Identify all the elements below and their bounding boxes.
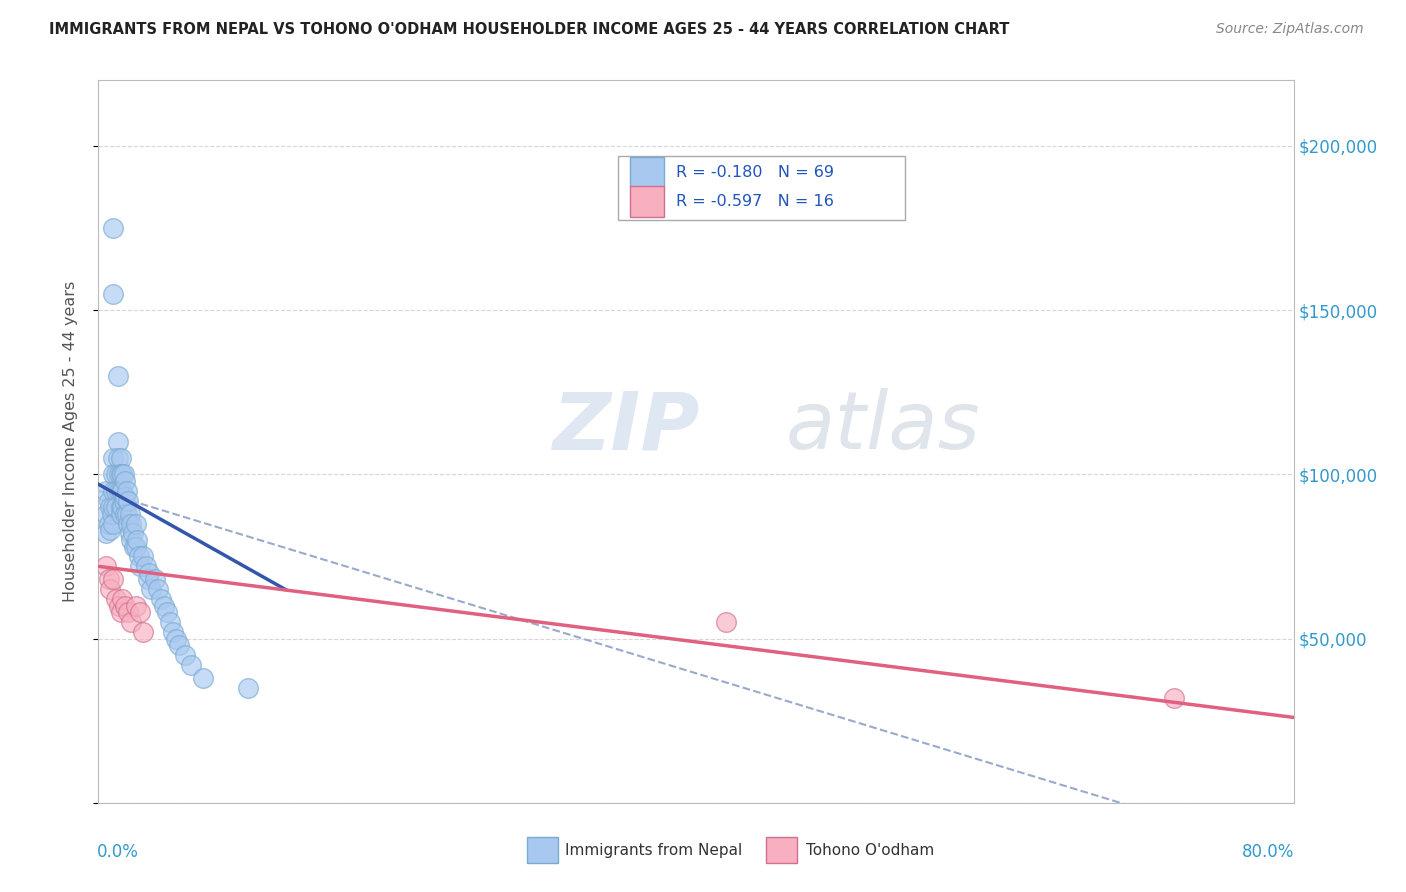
Point	[117, 493, 139, 508]
Point	[180, 657, 202, 672]
Bar	[630, 157, 664, 187]
Point	[110, 500, 132, 515]
Point	[103, 500, 125, 515]
Point	[111, 500, 134, 515]
Point	[138, 566, 160, 580]
Point	[103, 467, 125, 482]
Point	[120, 516, 142, 531]
Point	[135, 559, 157, 574]
Point	[108, 483, 131, 498]
Y-axis label: Householder Income Ages 25 - 44 years: Householder Income Ages 25 - 44 years	[63, 281, 77, 602]
Text: IMMIGRANTS FROM NEPAL VS TOHONO O'ODHAM HOUSEHOLDER INCOME AGES 25 - 44 YEARS CO: IMMIGRANTS FROM NEPAL VS TOHONO O'ODHAM …	[49, 22, 1010, 37]
Point	[105, 467, 128, 482]
Point	[114, 599, 136, 613]
Point	[94, 483, 117, 498]
Text: R = -0.180   N = 69: R = -0.180 N = 69	[676, 164, 834, 179]
Point	[150, 592, 173, 607]
Point	[115, 483, 138, 498]
Point	[101, 507, 124, 521]
Bar	[630, 186, 664, 217]
Point	[143, 573, 166, 587]
FancyBboxPatch shape	[619, 156, 905, 219]
Point	[191, 671, 214, 685]
Point	[136, 573, 159, 587]
Point	[125, 516, 148, 531]
Point	[105, 483, 128, 498]
Point	[118, 526, 141, 541]
Point	[107, 450, 129, 465]
Point	[110, 450, 132, 465]
Text: 80.0%: 80.0%	[1243, 843, 1295, 861]
Point	[97, 573, 120, 587]
Point	[125, 599, 148, 613]
Point	[132, 625, 155, 640]
Point	[103, 450, 125, 465]
Point	[120, 615, 142, 630]
Point	[117, 605, 139, 619]
Point	[114, 474, 136, 488]
Point	[94, 507, 117, 521]
Point	[97, 516, 120, 531]
Point	[714, 615, 737, 630]
Point	[132, 549, 155, 564]
Point	[124, 540, 146, 554]
Point	[114, 507, 136, 521]
Point	[120, 533, 142, 547]
Point	[118, 507, 141, 521]
Point	[103, 573, 125, 587]
Point	[114, 491, 136, 505]
Point	[111, 592, 134, 607]
Point	[110, 483, 132, 498]
Point	[110, 467, 132, 482]
Point	[98, 500, 122, 515]
Point	[162, 625, 184, 640]
Point	[165, 632, 187, 646]
Point	[103, 516, 125, 531]
Point	[98, 582, 122, 597]
Text: R = -0.597   N = 16: R = -0.597 N = 16	[676, 194, 834, 209]
Point	[105, 592, 128, 607]
Text: Source: ZipAtlas.com: Source: ZipAtlas.com	[1216, 22, 1364, 37]
Point	[167, 638, 190, 652]
Point	[125, 540, 148, 554]
Point	[105, 500, 128, 515]
Point	[103, 286, 125, 301]
Point	[153, 599, 176, 613]
Point	[111, 483, 134, 498]
Point	[128, 549, 150, 564]
Point	[108, 599, 131, 613]
Point	[139, 582, 162, 597]
Point	[159, 615, 181, 630]
Point	[107, 368, 129, 383]
Point	[112, 467, 135, 482]
Point	[110, 605, 132, 619]
Point	[107, 434, 129, 449]
Text: atlas: atlas	[786, 388, 980, 467]
Point	[174, 648, 197, 662]
Point	[103, 483, 125, 498]
Point	[111, 467, 134, 482]
Text: 0.0%: 0.0%	[97, 843, 139, 861]
Point	[121, 526, 143, 541]
Point	[156, 605, 179, 619]
Point	[129, 605, 152, 619]
Point	[117, 516, 139, 531]
Point	[110, 507, 132, 521]
Point	[94, 559, 117, 574]
Point	[1163, 690, 1185, 705]
Point	[129, 559, 152, 574]
Point	[112, 493, 135, 508]
Text: Tohono O'odham: Tohono O'odham	[806, 843, 934, 857]
Point	[103, 221, 125, 235]
Point	[94, 526, 117, 541]
Point	[236, 681, 259, 695]
Point	[127, 533, 149, 547]
Text: Immigrants from Nepal: Immigrants from Nepal	[565, 843, 742, 857]
Point	[148, 582, 170, 597]
Text: ZIP: ZIP	[553, 388, 700, 467]
Point	[115, 507, 138, 521]
Point	[108, 467, 131, 482]
Point	[98, 523, 122, 537]
Point	[97, 493, 120, 508]
